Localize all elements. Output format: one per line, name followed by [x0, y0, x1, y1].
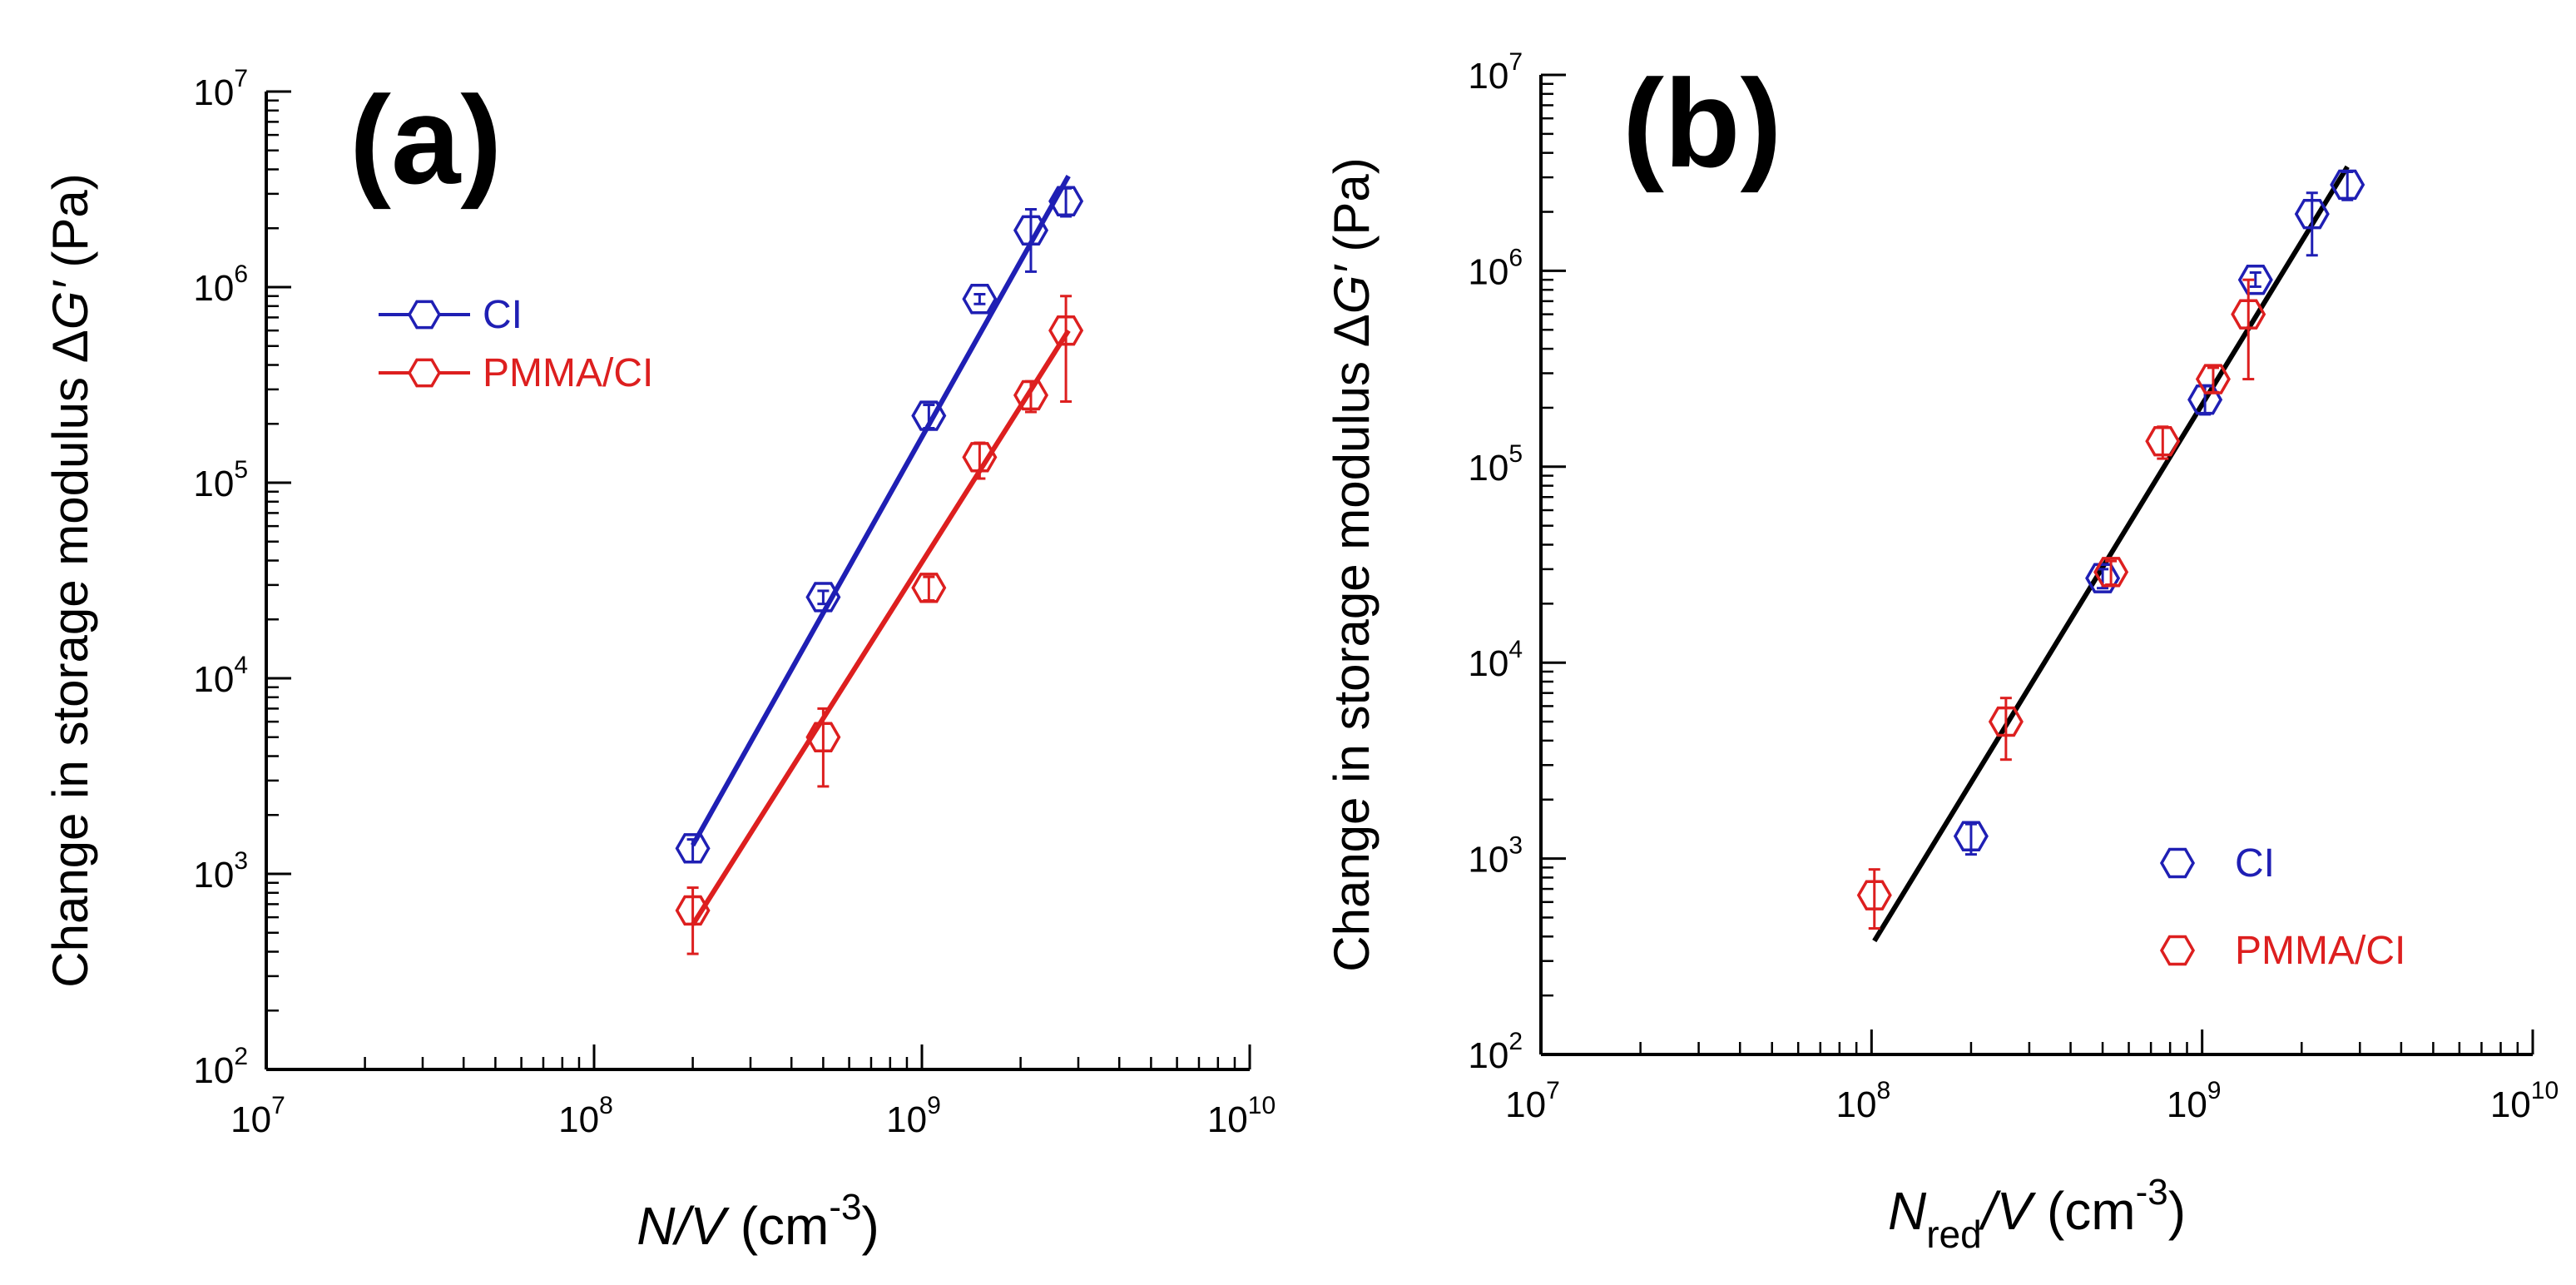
data-point [962, 284, 998, 315]
legend-label: CI [483, 293, 523, 337]
error-bar [2249, 270, 2261, 288]
data-point [1048, 315, 1084, 346]
data-point [1953, 821, 1989, 851]
y-tick-label: 102 [193, 1043, 248, 1091]
data-point [1988, 706, 2024, 737]
y-tick-label: 107 [1468, 48, 1523, 97]
legend-marker [407, 300, 442, 330]
error-bar [973, 293, 986, 305]
data-point [1856, 880, 1892, 910]
y-axis-label: Change in storage modulus ΔG′ (Pa) [42, 173, 98, 988]
x-tick-label: 107 [230, 1092, 285, 1140]
error-bar [817, 589, 830, 606]
error-bar [2242, 278, 2255, 381]
legend-marker [2159, 847, 2196, 879]
data-point [911, 400, 947, 431]
x-tick-label: 108 [1836, 1077, 1891, 1125]
data-point [675, 895, 711, 926]
y-tick-label: 106 [193, 260, 248, 309]
fit-line [690, 175, 1071, 847]
x-axis-label: Nred/V (cm-3) [1888, 1172, 2186, 1256]
data-point [805, 582, 841, 613]
legend: CI PMMA/CI [2159, 841, 2405, 973]
x-tick-label: 1010 [2490, 1077, 2559, 1125]
legend-label: CI [2235, 841, 2275, 886]
y-tick-label: 104 [193, 652, 248, 700]
data-point [2231, 299, 2266, 330]
data-point [911, 573, 947, 603]
x-tick-label: 1010 [1207, 1092, 1276, 1140]
legend-marker [2159, 935, 2196, 966]
legend-marker [407, 358, 442, 388]
data-point [2093, 557, 2129, 588]
panel-label: (a) [349, 70, 502, 210]
y-tick-label: 107 [193, 65, 248, 113]
data-point [1013, 215, 1049, 246]
legend-label: PMMA/CI [2235, 929, 2405, 973]
x-tick-label: 109 [886, 1092, 941, 1140]
data-point [2330, 169, 2365, 201]
data-point [675, 833, 711, 864]
data-point [962, 442, 998, 473]
error-bar [686, 886, 699, 955]
y-tick-label: 105 [193, 456, 248, 504]
x-tick-label: 109 [2167, 1077, 2222, 1125]
panel-label: (b) [1622, 53, 1782, 193]
panel-b: 107 108 109 1010 102 103 104 105 106 107 (b) Change… [1324, 48, 2559, 1256]
error-bar [1868, 868, 1880, 930]
fit-line [1872, 165, 2350, 943]
error-bar [923, 575, 935, 602]
fit-line [691, 329, 1071, 926]
y-tick-label: 103 [1468, 832, 1523, 881]
y-tick-label: 106 [1468, 244, 1523, 292]
data-point [1048, 186, 1084, 216]
legend: CI PMMA/CI [379, 293, 653, 395]
y-tick-label: 103 [193, 847, 248, 896]
data-point [2294, 198, 2330, 230]
x-axis-label: N/V (cm-3) [637, 1187, 879, 1256]
x-tick-label: 108 [558, 1092, 613, 1140]
x-tick-label: 107 [1505, 1077, 1560, 1125]
legend-label: PMMA/CI [483, 351, 653, 395]
y-tick-label: 105 [1468, 440, 1523, 489]
error-bar [1060, 295, 1073, 403]
data-point [2237, 264, 2273, 295]
panel-a: 107 108 109 1010 102 103 104 105 106 107 (a) Change… [42, 65, 1276, 1256]
y-axis-label: Change in storage modulus ΔG′ (Pa) [1324, 157, 1380, 972]
error-bar [817, 707, 830, 788]
error-bar [2306, 191, 2318, 257]
data-point [1013, 380, 1049, 411]
error-bar [1024, 207, 1037, 273]
data-point [2145, 425, 2181, 457]
y-tick-label: 102 [1468, 1028, 1523, 1076]
y-tick-label: 104 [1468, 636, 1523, 684]
data-point [805, 722, 841, 752]
data-point [2195, 364, 2231, 394]
